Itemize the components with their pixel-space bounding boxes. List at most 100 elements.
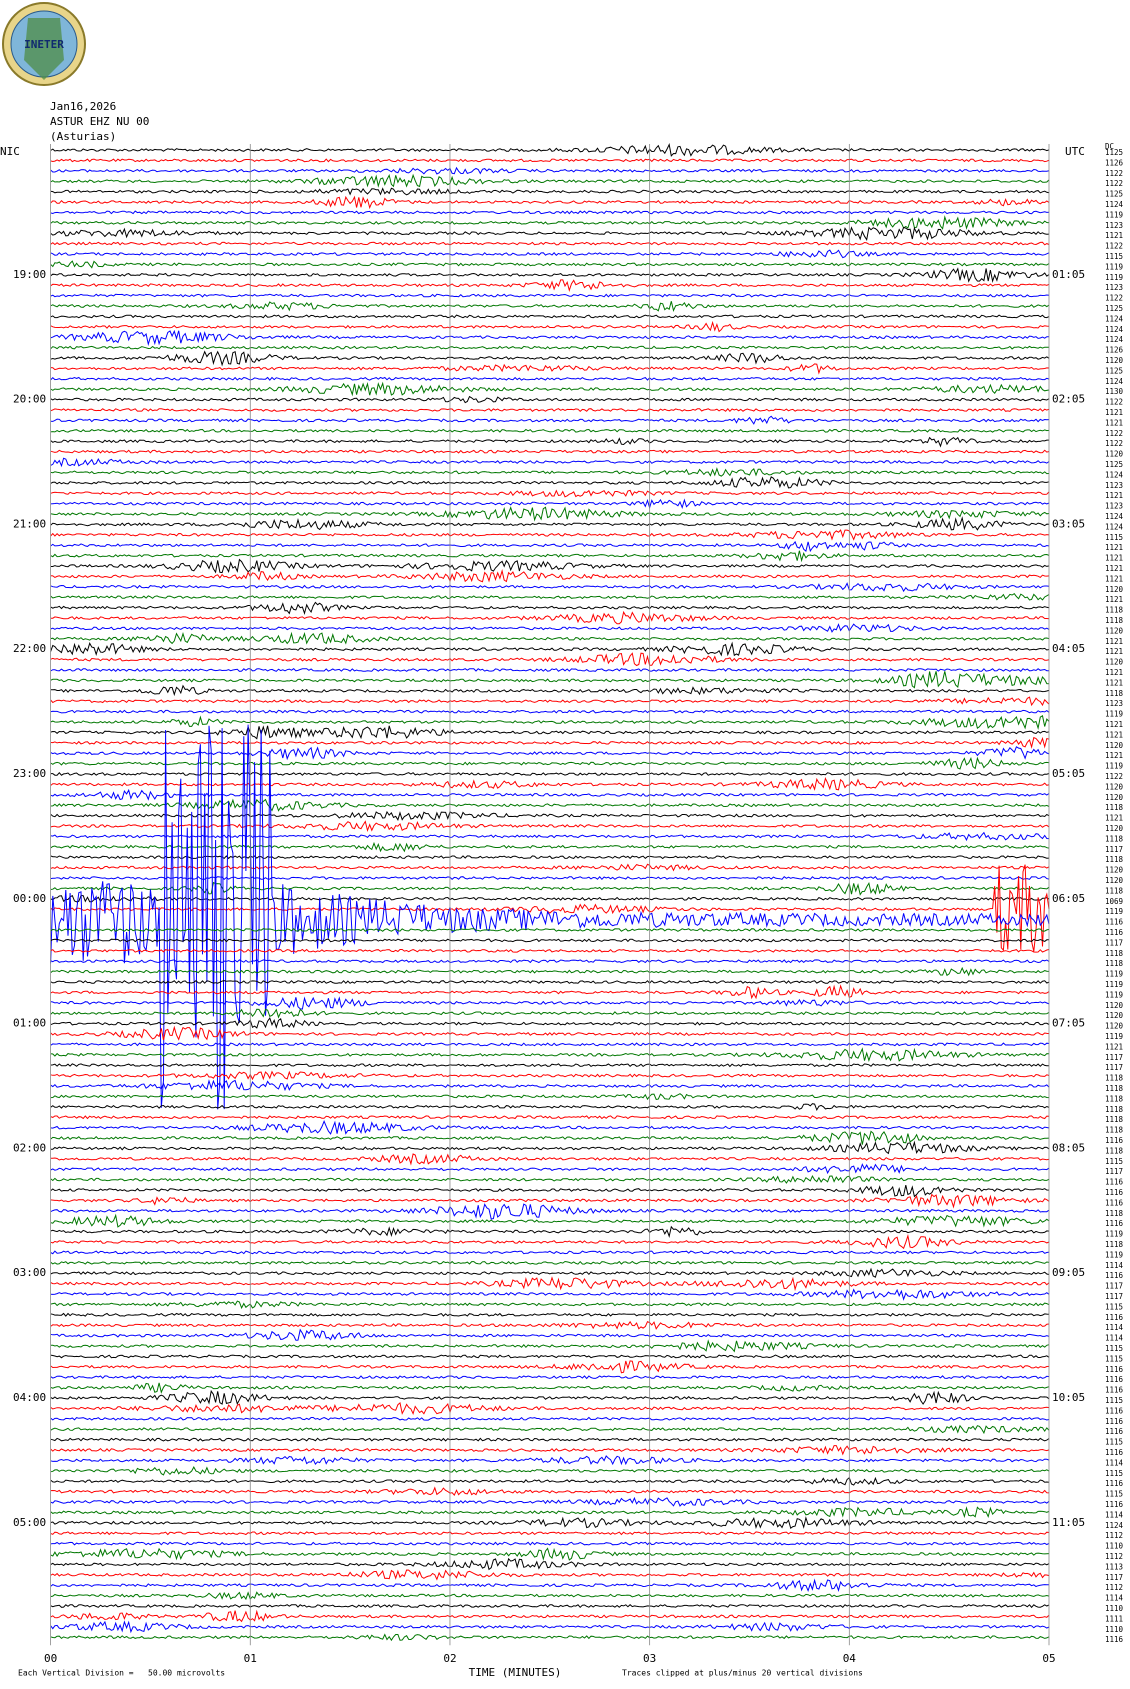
trace: [50, 777, 1050, 791]
trace: [50, 1496, 1050, 1507]
trace-level: 1120: [1105, 356, 1124, 365]
trace-level: 1110: [1105, 1625, 1124, 1634]
right-time: 08:05: [1052, 1141, 1085, 1154]
trace: [50, 1547, 1050, 1561]
trace-level: 1124: [1105, 325, 1124, 334]
left-time: 03:00: [13, 1266, 46, 1279]
trace-level: 1115: [1105, 1396, 1123, 1405]
trace-level: 1118: [1105, 959, 1124, 968]
trace: [50, 489, 1050, 498]
trace: [50, 395, 1050, 404]
trace-level: 1118: [1105, 886, 1124, 895]
trace: [50, 569, 1050, 583]
trace-level: 1118: [1105, 1105, 1124, 1114]
trace-level: 1125: [1105, 460, 1123, 469]
trace-level: 1122: [1105, 429, 1123, 438]
trace-level: 1115: [1105, 252, 1123, 261]
trace: [50, 894, 1050, 903]
trace: [50, 855, 1050, 860]
trace: [50, 363, 1050, 375]
left-time: 02:00: [13, 1141, 46, 1154]
trace-level: 1123: [1105, 502, 1123, 511]
trace: [50, 1193, 1050, 1209]
trace: [50, 756, 1050, 770]
trace: [50, 260, 1050, 269]
trace: [50, 1604, 1050, 1609]
trace: [50, 1328, 1050, 1341]
trace-level: 1119: [1105, 762, 1123, 771]
trace-level: 1120: [1105, 585, 1124, 594]
left-time: 05:00: [13, 1516, 46, 1529]
trace: [50, 249, 1050, 259]
trace-level: 1121: [1105, 408, 1123, 417]
trace: [50, 1312, 1050, 1317]
trace: [50, 1375, 1050, 1380]
trace-level: 1116: [1105, 1386, 1124, 1395]
trace: [50, 1203, 1050, 1220]
trace: [50, 267, 1050, 284]
right-time: 04:05: [1052, 642, 1085, 655]
trace: [50, 550, 1050, 563]
trace: [50, 959, 1050, 964]
trace-level: 1121: [1105, 231, 1123, 240]
trace: [50, 498, 1050, 510]
trace-level: 1114: [1105, 1510, 1124, 1519]
trace-level: 1110: [1105, 1604, 1124, 1613]
trace-level: 1115: [1105, 1302, 1123, 1311]
trace-level: 1069: [1105, 897, 1123, 906]
right-time: 10:05: [1052, 1391, 1085, 1404]
trace: [50, 724, 1050, 1110]
trace-level: 1115: [1105, 1344, 1123, 1353]
trace-level: 1121: [1105, 554, 1123, 563]
trace: [50, 158, 1050, 163]
trace: [50, 345, 1050, 350]
right-time: 03:05: [1052, 517, 1085, 530]
trace: [50, 540, 1050, 553]
trace-level: 1119: [1105, 273, 1123, 282]
right-time: 02:05: [1052, 393, 1085, 406]
trace-level: 1130: [1105, 387, 1124, 396]
trace: [50, 1445, 1050, 1456]
trace: [50, 1416, 1050, 1421]
trace-level: 1123: [1105, 221, 1123, 230]
trace: [50, 529, 1050, 541]
trace: [50, 329, 1050, 347]
trace: [50, 143, 1050, 157]
trace: [50, 516, 1050, 531]
right-time: 09:05: [1052, 1266, 1085, 1279]
trace: [50, 696, 1050, 707]
trace: [50, 1260, 1050, 1265]
trace: [50, 1025, 1050, 1041]
trace: [50, 1424, 1050, 1435]
trace-level: 1122: [1105, 398, 1123, 407]
trace-level: 1116: [1105, 1219, 1124, 1228]
trace-level: 1110: [1105, 1542, 1124, 1551]
trace-level: 1124: [1105, 377, 1124, 386]
trace: [50, 1339, 1050, 1353]
trace-level: 1116: [1105, 1198, 1124, 1207]
logo: INETER: [2, 2, 86, 86]
trace: [50, 1609, 1050, 1623]
left-time: 01:00: [13, 1017, 46, 1030]
trace-level: 1112: [1105, 1583, 1123, 1592]
trace: [50, 1276, 1050, 1292]
trace: [50, 1008, 1050, 1019]
trace: [50, 436, 1049, 448]
trace: [50, 582, 1050, 593]
trace: [50, 1115, 1050, 1120]
trace-level: 1118: [1105, 855, 1124, 864]
trace-level: 1117: [1105, 1167, 1123, 1176]
trace: [50, 831, 1050, 842]
trace: [50, 1437, 1050, 1442]
trace-level: 1121: [1105, 595, 1123, 604]
trace: [50, 558, 1050, 574]
trace-level: 1115: [1105, 533, 1123, 542]
trace-level: 1118: [1105, 1209, 1124, 1218]
left-time: 19:00: [13, 268, 46, 281]
trace: [50, 709, 1050, 714]
trace: [50, 980, 1050, 984]
trace: [50, 966, 1050, 977]
trace-level: 1121: [1105, 543, 1123, 552]
trace: [50, 1267, 1050, 1278]
trace: [50, 841, 1050, 853]
